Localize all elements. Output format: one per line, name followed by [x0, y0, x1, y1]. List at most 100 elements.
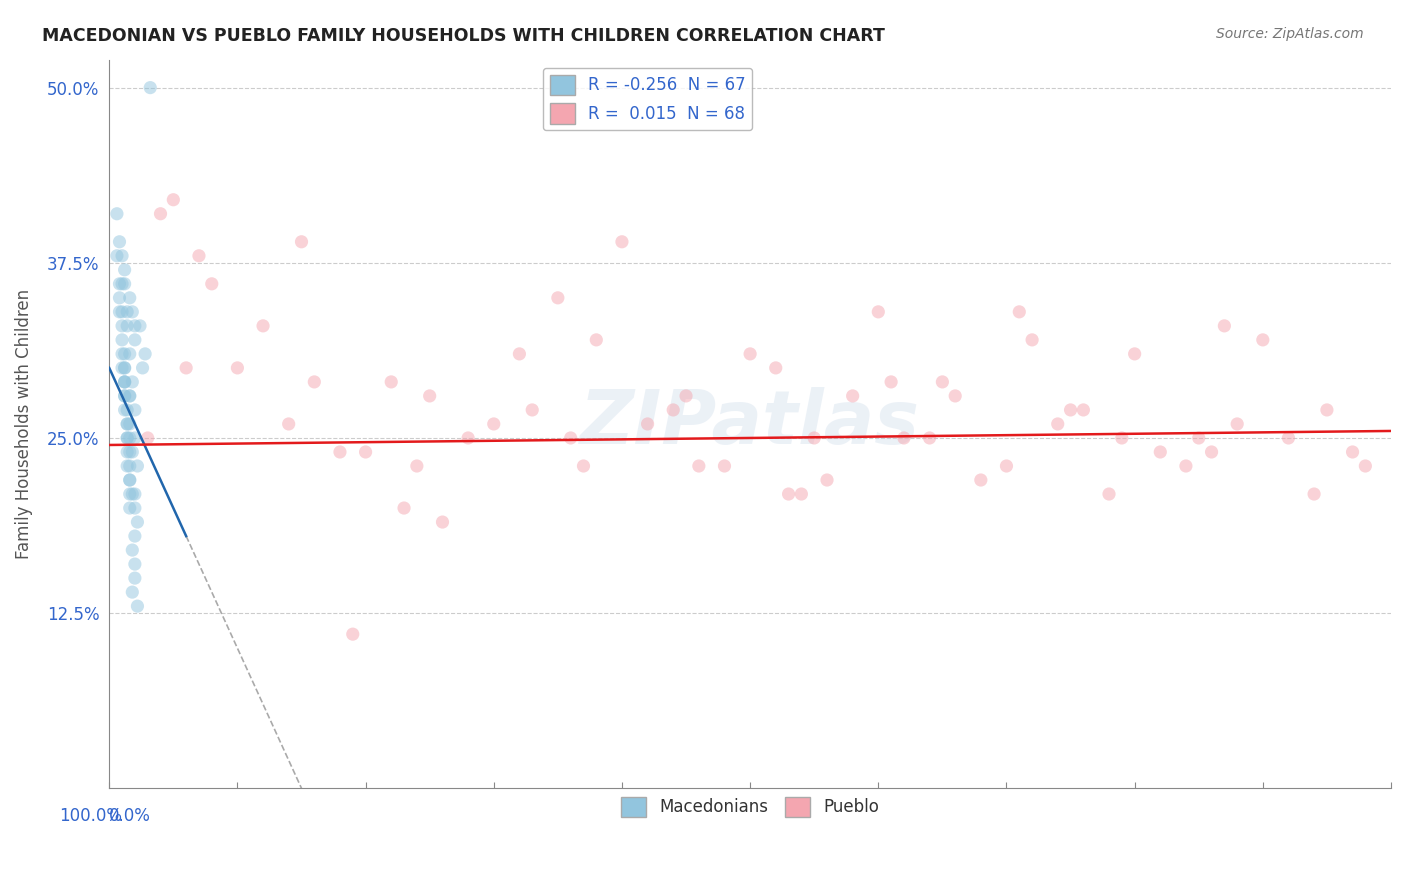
- Point: [662, 403, 685, 417]
- Point: [118, 291, 141, 305]
- Point: [111, 360, 134, 375]
- Point: [1059, 403, 1081, 417]
- Point: [1316, 403, 1339, 417]
- Point: [115, 417, 138, 431]
- Point: [118, 458, 141, 473]
- Point: [114, 389, 136, 403]
- Point: [457, 431, 479, 445]
- Point: [342, 627, 364, 641]
- Point: [1123, 347, 1146, 361]
- Point: [277, 417, 299, 431]
- Point: [380, 375, 402, 389]
- Point: [114, 262, 136, 277]
- Point: [252, 318, 274, 333]
- Point: [136, 431, 159, 445]
- Point: [405, 458, 427, 473]
- Text: ZIPatlas: ZIPatlas: [581, 387, 920, 460]
- Point: [572, 458, 595, 473]
- Point: [740, 347, 762, 361]
- Point: [688, 458, 710, 473]
- Point: [115, 458, 138, 473]
- Point: [1008, 305, 1031, 319]
- Point: [108, 305, 131, 319]
- Point: [1251, 333, 1274, 347]
- Point: [1149, 445, 1171, 459]
- Point: [105, 207, 128, 221]
- Point: [522, 403, 544, 417]
- Point: [108, 235, 131, 249]
- Point: [115, 403, 138, 417]
- Legend: Macedonians, Pueblo: Macedonians, Pueblo: [614, 790, 886, 823]
- Point: [931, 375, 953, 389]
- Point: [149, 207, 172, 221]
- Point: [970, 473, 993, 487]
- Point: [118, 389, 141, 403]
- Point: [121, 305, 143, 319]
- Point: [105, 249, 128, 263]
- Text: 100.0%: 100.0%: [59, 806, 122, 824]
- Text: 0.0%: 0.0%: [110, 806, 150, 824]
- Point: [124, 403, 146, 417]
- Point: [118, 473, 141, 487]
- Point: [114, 360, 136, 375]
- Point: [188, 249, 211, 263]
- Point: [121, 585, 143, 599]
- Point: [111, 347, 134, 361]
- Point: [124, 318, 146, 333]
- Point: [124, 557, 146, 571]
- Point: [115, 445, 138, 459]
- Point: [114, 403, 136, 417]
- Point: [111, 333, 134, 347]
- Point: [114, 360, 136, 375]
- Point: [1213, 318, 1236, 333]
- Point: [815, 473, 838, 487]
- Point: [111, 277, 134, 291]
- Point: [118, 431, 141, 445]
- Point: [108, 277, 131, 291]
- Point: [841, 389, 863, 403]
- Point: [713, 458, 735, 473]
- Point: [432, 515, 454, 529]
- Point: [1303, 487, 1326, 501]
- Point: [1174, 458, 1197, 473]
- Point: [585, 333, 607, 347]
- Point: [560, 431, 582, 445]
- Point: [1021, 333, 1043, 347]
- Point: [354, 445, 377, 459]
- Point: [162, 193, 184, 207]
- Point: [790, 487, 813, 501]
- Point: [124, 487, 146, 501]
- Point: [139, 80, 162, 95]
- Point: [637, 417, 659, 431]
- Y-axis label: Family Households with Children: Family Households with Children: [15, 289, 32, 559]
- Point: [118, 501, 141, 516]
- Point: [124, 571, 146, 585]
- Point: [121, 375, 143, 389]
- Point: [115, 305, 138, 319]
- Text: MACEDONIAN VS PUEBLO FAMILY HOUSEHOLDS WITH CHILDREN CORRELATION CHART: MACEDONIAN VS PUEBLO FAMILY HOUSEHOLDS W…: [42, 27, 884, 45]
- Point: [127, 515, 149, 529]
- Point: [1226, 417, 1249, 431]
- Point: [1277, 431, 1299, 445]
- Point: [118, 347, 141, 361]
- Point: [124, 333, 146, 347]
- Point: [118, 445, 141, 459]
- Point: [115, 431, 138, 445]
- Point: [304, 375, 326, 389]
- Point: [111, 249, 134, 263]
- Point: [482, 417, 505, 431]
- Point: [111, 305, 134, 319]
- Point: [127, 599, 149, 614]
- Point: [121, 445, 143, 459]
- Point: [803, 431, 825, 445]
- Point: [1098, 487, 1121, 501]
- Point: [508, 347, 530, 361]
- Point: [114, 375, 136, 389]
- Point: [114, 347, 136, 361]
- Point: [118, 389, 141, 403]
- Point: [1354, 458, 1376, 473]
- Point: [118, 417, 141, 431]
- Point: [134, 347, 156, 361]
- Point: [121, 487, 143, 501]
- Point: [115, 431, 138, 445]
